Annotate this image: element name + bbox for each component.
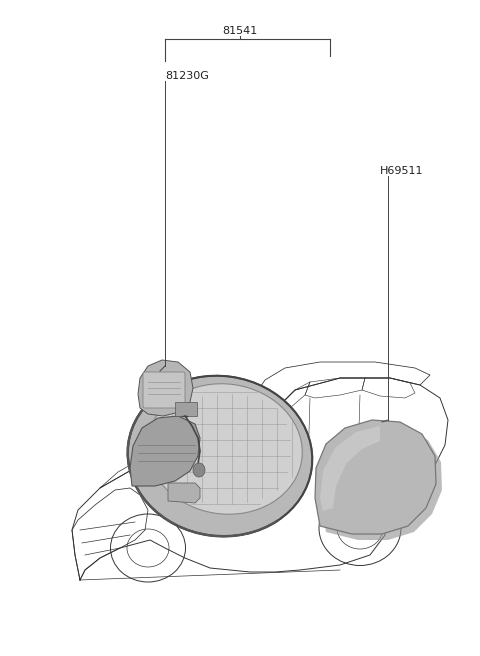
Ellipse shape <box>148 384 302 514</box>
FancyBboxPatch shape <box>175 402 197 416</box>
Text: 81541: 81541 <box>222 26 258 36</box>
Polygon shape <box>405 438 420 457</box>
Polygon shape <box>315 420 436 534</box>
Polygon shape <box>130 416 200 486</box>
FancyBboxPatch shape <box>143 372 185 408</box>
Ellipse shape <box>128 376 312 536</box>
Polygon shape <box>320 426 380 511</box>
Ellipse shape <box>193 463 205 477</box>
Text: 81230G: 81230G <box>165 71 209 81</box>
Polygon shape <box>321 426 442 540</box>
Polygon shape <box>168 483 200 503</box>
Polygon shape <box>138 360 193 416</box>
Text: H69511: H69511 <box>380 166 423 176</box>
